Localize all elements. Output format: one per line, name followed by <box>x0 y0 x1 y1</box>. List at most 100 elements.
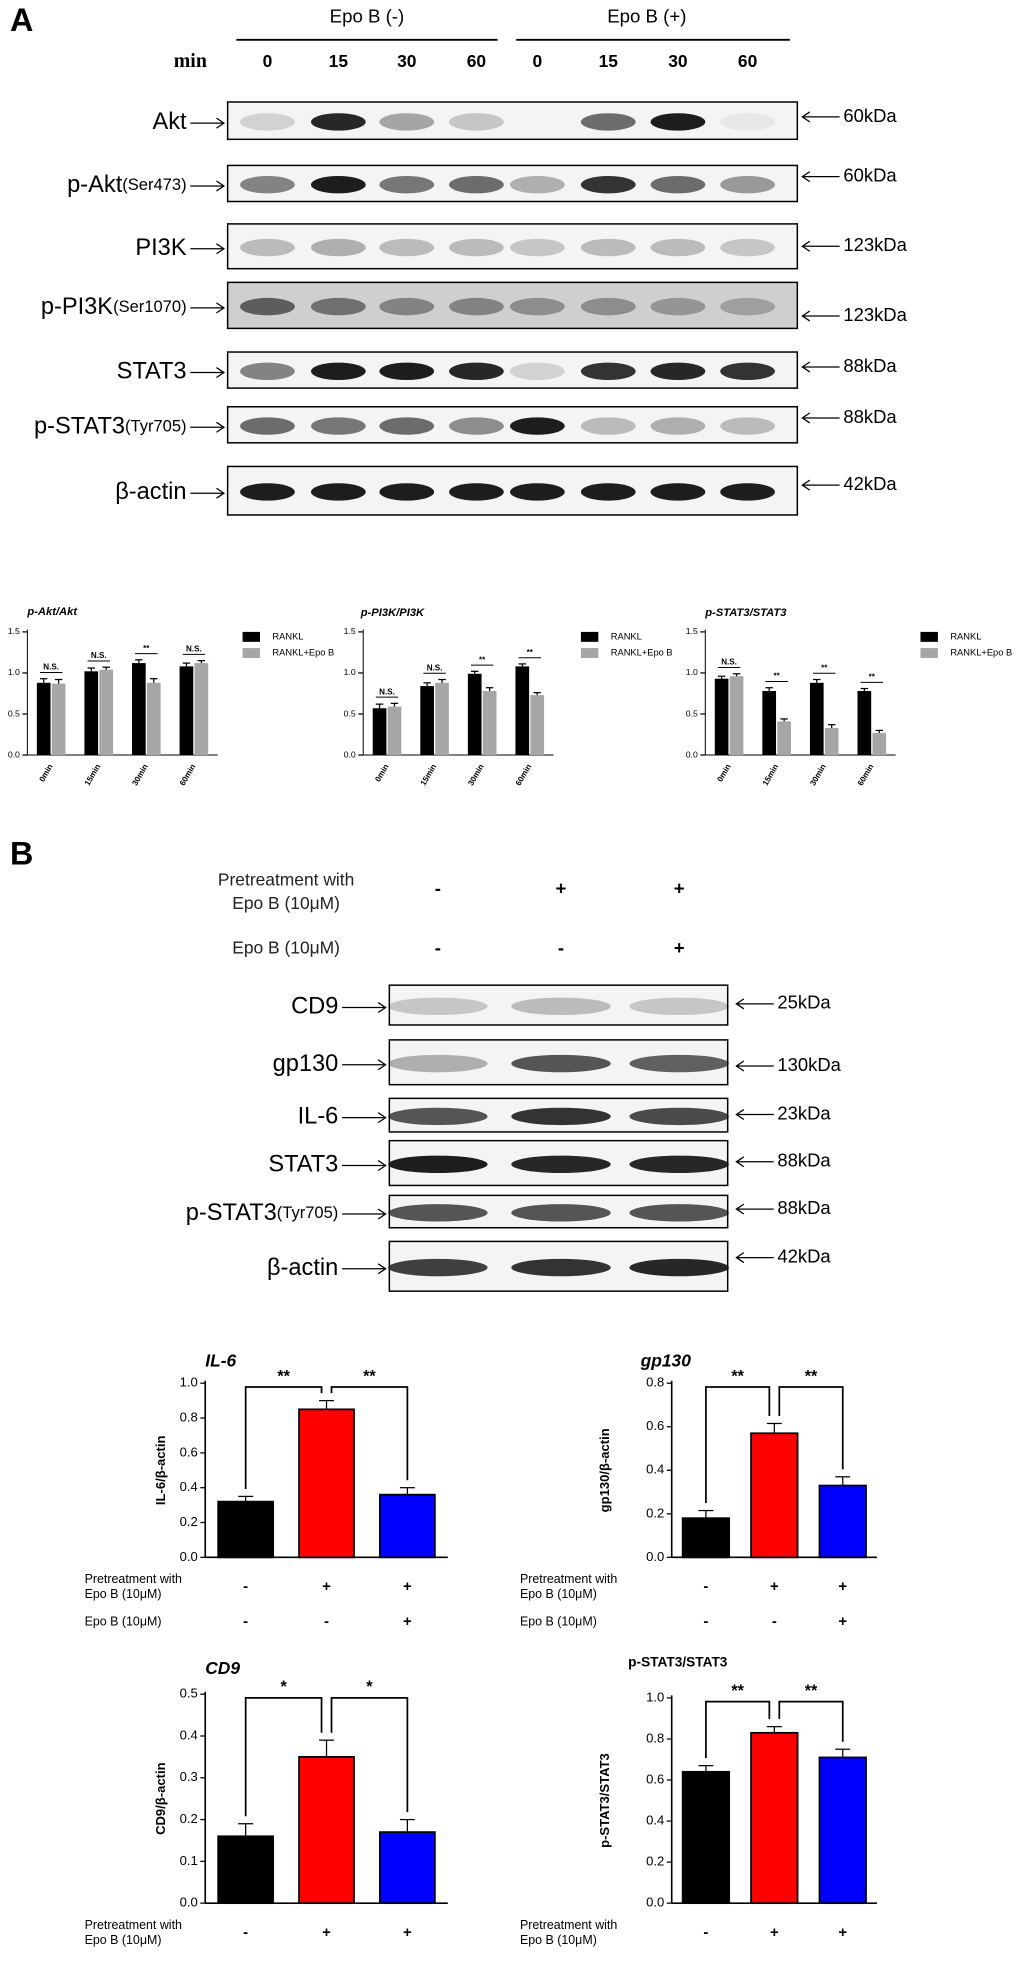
y-tick-label: 0.2 <box>646 1505 664 1520</box>
x-tick-label: 15min <box>761 763 781 788</box>
x-tick-label: 15min <box>83 763 103 788</box>
y-tick-label: 0.0 <box>180 1895 198 1910</box>
y-tick-label: 0.0 <box>344 749 356 759</box>
blot-frame <box>388 984 729 1026</box>
condition-label: Pretreatment with <box>218 869 354 889</box>
kda-label: 88kDa <box>777 1150 831 1171</box>
blot-label: β-actin <box>115 479 186 505</box>
blot-band <box>379 297 435 316</box>
blot-band <box>650 362 706 381</box>
kda-label: 123kDa <box>843 304 907 325</box>
condition-sign: - <box>243 1578 248 1595</box>
significance-label: ** <box>821 663 828 672</box>
bar <box>681 1770 731 1905</box>
blot-band <box>510 297 565 316</box>
bar <box>530 695 545 756</box>
kda-arrow-head <box>801 412 811 424</box>
kda-label: 23kDa <box>777 1102 831 1123</box>
bar <box>51 683 66 756</box>
bar <box>36 682 51 756</box>
blot-band <box>720 176 775 194</box>
y-axis-title: p-STAT3/STAT3 <box>597 1753 612 1848</box>
kda-arrow-head <box>735 1203 745 1215</box>
blot-band <box>510 176 565 194</box>
condition-sign: - <box>243 1924 248 1941</box>
label-arrow-head <box>216 117 226 129</box>
protein-name: p-STAT3 <box>34 414 125 440</box>
bar <box>714 678 729 756</box>
blot-label: Akt <box>152 109 187 135</box>
blot-band <box>379 176 435 194</box>
blot-band <box>629 997 729 1016</box>
y-axis-title: IL-6/β-actin <box>153 1435 168 1505</box>
kda-arrow-head <box>735 1252 745 1264</box>
condition-sign: + <box>403 1924 412 1941</box>
y-tick-label: 0.5 <box>686 708 698 718</box>
y-tick-label: 0.2 <box>180 1811 198 1826</box>
bar <box>84 671 99 756</box>
x-tick-label: 0min <box>38 763 55 784</box>
legend-swatch <box>242 648 260 659</box>
label-arrow-head <box>216 487 226 499</box>
protein-name: STAT3 <box>268 1152 338 1178</box>
legend-label: RANKL <box>950 631 981 641</box>
blot-band <box>511 1258 611 1277</box>
bar <box>777 721 791 756</box>
bar <box>729 676 744 756</box>
condition-label: Epo B (10μM) <box>232 893 340 913</box>
condition-sign: - <box>435 937 441 958</box>
condition-label: Pretreatment with <box>520 1572 617 1586</box>
chart-title: p-STAT3/STAT3 <box>628 1655 728 1670</box>
y-tick-label: 0.4 <box>646 1813 664 1828</box>
condition-label: Pretreatment with <box>85 1918 182 1932</box>
label-arrow-head <box>216 180 226 192</box>
legend-label: RANKL+Epo B <box>950 648 1012 658</box>
blot-band <box>511 1204 611 1222</box>
chart-title: CD9 <box>205 1658 240 1678</box>
blot-band <box>388 1107 488 1126</box>
y-tick-label: 0.6 <box>646 1418 664 1433</box>
y-tick-label: 1.5 <box>344 626 356 636</box>
blot-band <box>629 1054 729 1073</box>
blot-band <box>240 176 295 194</box>
y-tick-label: 1.0 <box>686 667 698 677</box>
significance-label: ** <box>774 672 781 681</box>
bar <box>762 691 777 756</box>
kda-arrow-head <box>801 310 811 322</box>
blot-band <box>449 113 504 131</box>
bar <box>750 1731 799 1905</box>
blot-band <box>449 238 504 257</box>
phospho-site: (Ser473) <box>122 175 186 194</box>
kda-arrow-head <box>801 479 811 491</box>
y-tick-label: 0.3 <box>180 1769 198 1784</box>
label-arrow-head <box>377 1208 387 1220</box>
legend-swatch <box>920 631 938 642</box>
label-arrow-head <box>216 243 226 255</box>
blot-band <box>580 176 636 194</box>
blot-band <box>449 417 504 435</box>
kda-arrow-head <box>801 111 811 123</box>
y-axis-title: gp130/β-actin <box>597 1428 612 1512</box>
blot-label: CD9 <box>291 994 338 1020</box>
y-tick-label: 0.8 <box>180 1409 198 1424</box>
significance-label: ** <box>277 1367 290 1385</box>
condition-label: Epo B (10μM) <box>232 938 340 958</box>
time-label: 0 <box>263 51 273 71</box>
significance-label: ** <box>731 1682 744 1700</box>
kda-label: 60kDa <box>843 165 897 186</box>
significance-bracket <box>244 1386 323 1489</box>
label-arrow-head <box>216 421 226 433</box>
blot-band <box>720 417 775 435</box>
y-tick-label: 0.2 <box>646 1854 664 1869</box>
blot-label: p-STAT3(Tyr705) <box>186 1200 339 1226</box>
condition-sign: - <box>435 877 441 898</box>
significance-label: N.S. <box>186 645 202 654</box>
significance-label: ** <box>363 1367 376 1385</box>
blot-band <box>240 417 295 435</box>
kda-arrow-head <box>801 240 811 252</box>
legend-swatch <box>580 648 599 659</box>
bar <box>99 669 114 756</box>
y-tick-label: 0.5 <box>8 708 20 718</box>
blot-label: STAT3 <box>268 1152 338 1178</box>
bar <box>379 1493 436 1559</box>
